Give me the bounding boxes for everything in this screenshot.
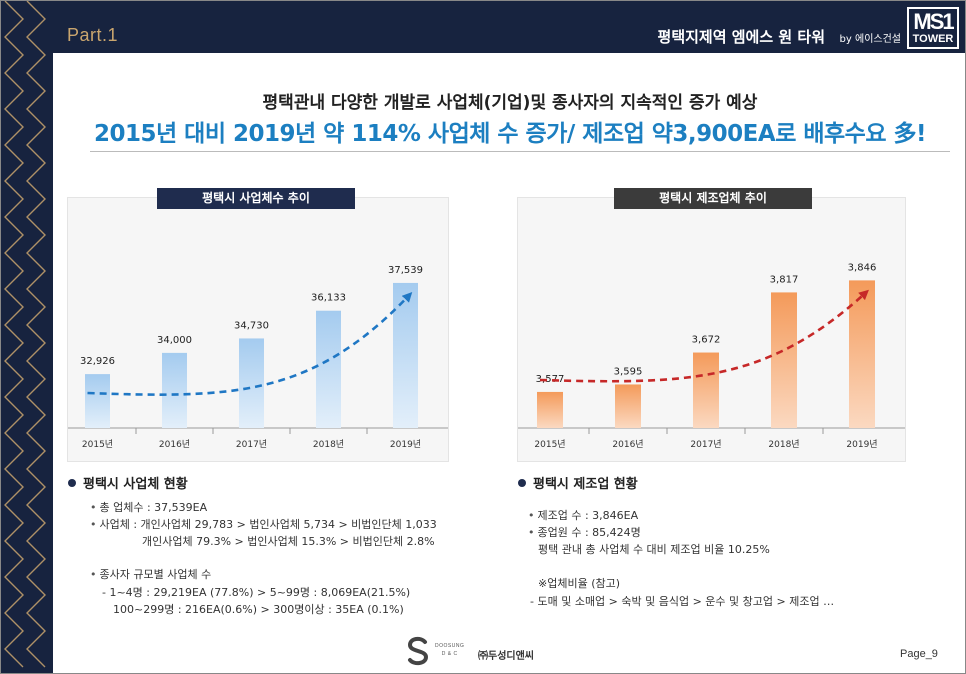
manufacturing-bar — [693, 352, 719, 428]
business-bar — [162, 352, 187, 428]
bullet-dot-icon — [68, 479, 76, 487]
footer-brand-small: DOOSUNG D & C — [435, 643, 465, 657]
business-status-heading: 평택시 사업체 현황 — [68, 473, 188, 492]
manufacturing-value-label: 3,595 — [614, 366, 643, 377]
project-name: 평택지제역 엠에스 원 타워 — [657, 28, 825, 46]
business-bar — [393, 282, 418, 428]
page-number: Page_9 — [900, 648, 938, 660]
business-bar — [85, 374, 110, 428]
business-value-label: 37,539 — [388, 265, 423, 276]
ms1-tower-logo: MS1 TOWER — [907, 7, 959, 49]
manufacturing-workers: • 종업원 수 : 85,424명 — [528, 526, 641, 539]
manufacturing-chart-title: 평택시 제조업체 추이 — [614, 188, 812, 209]
manufacturing-bar — [849, 280, 875, 428]
manufacturing-bar — [771, 292, 797, 428]
headline-divider — [90, 151, 950, 152]
business-chart-title: 평택시 사업체수 추이 — [157, 188, 355, 209]
manufacturing-value-label: 3,577 — [536, 374, 565, 385]
bullet-dot-icon — [518, 479, 526, 487]
business-category-label: 2015년 — [82, 439, 113, 450]
manufacturing-status-heading: 평택시 제조업 현황 — [518, 473, 638, 492]
business-category-label: 2018년 — [313, 439, 344, 450]
manufacturing-category-label: 2016년 — [612, 439, 643, 450]
business-trend-arrow — [87, 292, 413, 396]
business-category-label: 2019년 — [390, 439, 421, 450]
business-value-label: 32,926 — [80, 356, 115, 367]
business-category-label: 2017년 — [236, 439, 267, 450]
manufacturing-value-label: 3,672 — [692, 335, 721, 346]
manufacturing-count: • 제조업 수 : 3,846EA — [528, 509, 639, 522]
industry-ratio-note-heading: ※업체비율 (참고) — [538, 577, 621, 590]
chevron-pattern — [4, 1, 46, 668]
business-bar — [316, 310, 341, 428]
business-total: • 총 업체수 : 37,539EA — [90, 501, 208, 514]
logo-mark: MS1 — [913, 9, 954, 34]
business-bar — [239, 338, 264, 428]
employee-size-line-2: 100~299명 : 216EA(0.6%) > 300명이상 : 35EA (… — [113, 603, 404, 616]
top-bar: Part.1 평택지제역 엠에스 원 타워 by 에이스건설 MS1 TOWER — [53, 1, 965, 53]
business-value-label: 34,000 — [157, 335, 192, 346]
manufacturing-category-label: 2019년 — [846, 439, 877, 450]
manufacturing-category-label: 2018년 — [768, 439, 799, 450]
doosung-logo-icon — [407, 636, 429, 666]
industry-ratio-note: - 도매 및 소매업 > 숙박 및 음식업 > 운수 및 창고업 > 제조업 … — [530, 595, 835, 608]
manufacturing-value-label: 3,817 — [770, 274, 799, 285]
business-value-label: 34,730 — [234, 320, 269, 331]
footer-company: ㈜두성디앤씨 — [478, 651, 534, 662]
headline-main: 2015년 대비 2019년 약 114% 사업체 수 증가/ 제조업 약3,9… — [93, 121, 927, 147]
business-breakdown-ratio: 개인사업체 79.3% > 법인사업체 15.3% > 비법인단체 2.8% — [142, 535, 435, 548]
manufacturing-value-label: 3,846 — [848, 262, 877, 273]
manufacturing-category-label: 2015년 — [534, 439, 565, 450]
manufacturing-category-label: 2017년 — [690, 439, 721, 450]
manufacturing-trend-arrow — [539, 289, 869, 383]
decorative-side-pattern — [1, 1, 53, 673]
part-label: Part.1 — [67, 25, 119, 45]
logo-text: TOWER — [912, 33, 954, 45]
business-breakdown-count: • 사업체 : 개인사업체 29,783 > 법인사업체 5,734 > 비법인단… — [90, 518, 437, 531]
employee-size-heading: • 종사자 규모별 사업체 수 — [90, 568, 212, 581]
business-category-label: 2016년 — [159, 439, 190, 450]
manufacturing-bar — [537, 391, 563, 428]
manufacturing-ratio: 평택 관내 총 사업체 수 대비 제조업 비율 10.25% — [538, 543, 770, 556]
project-by: by 에이스건설 — [839, 34, 901, 45]
headline-subtitle: 평택관내 다양한 개발로 사업체(기업)및 종사자의 지속적인 증가 예상 — [262, 93, 758, 113]
business-value-label: 36,133 — [311, 293, 346, 304]
manufacturing-bar — [615, 384, 641, 428]
employee-size-line-1: - 1~4명 : 29,219EA (77.8%) > 5~99명 : 8,06… — [102, 586, 411, 599]
